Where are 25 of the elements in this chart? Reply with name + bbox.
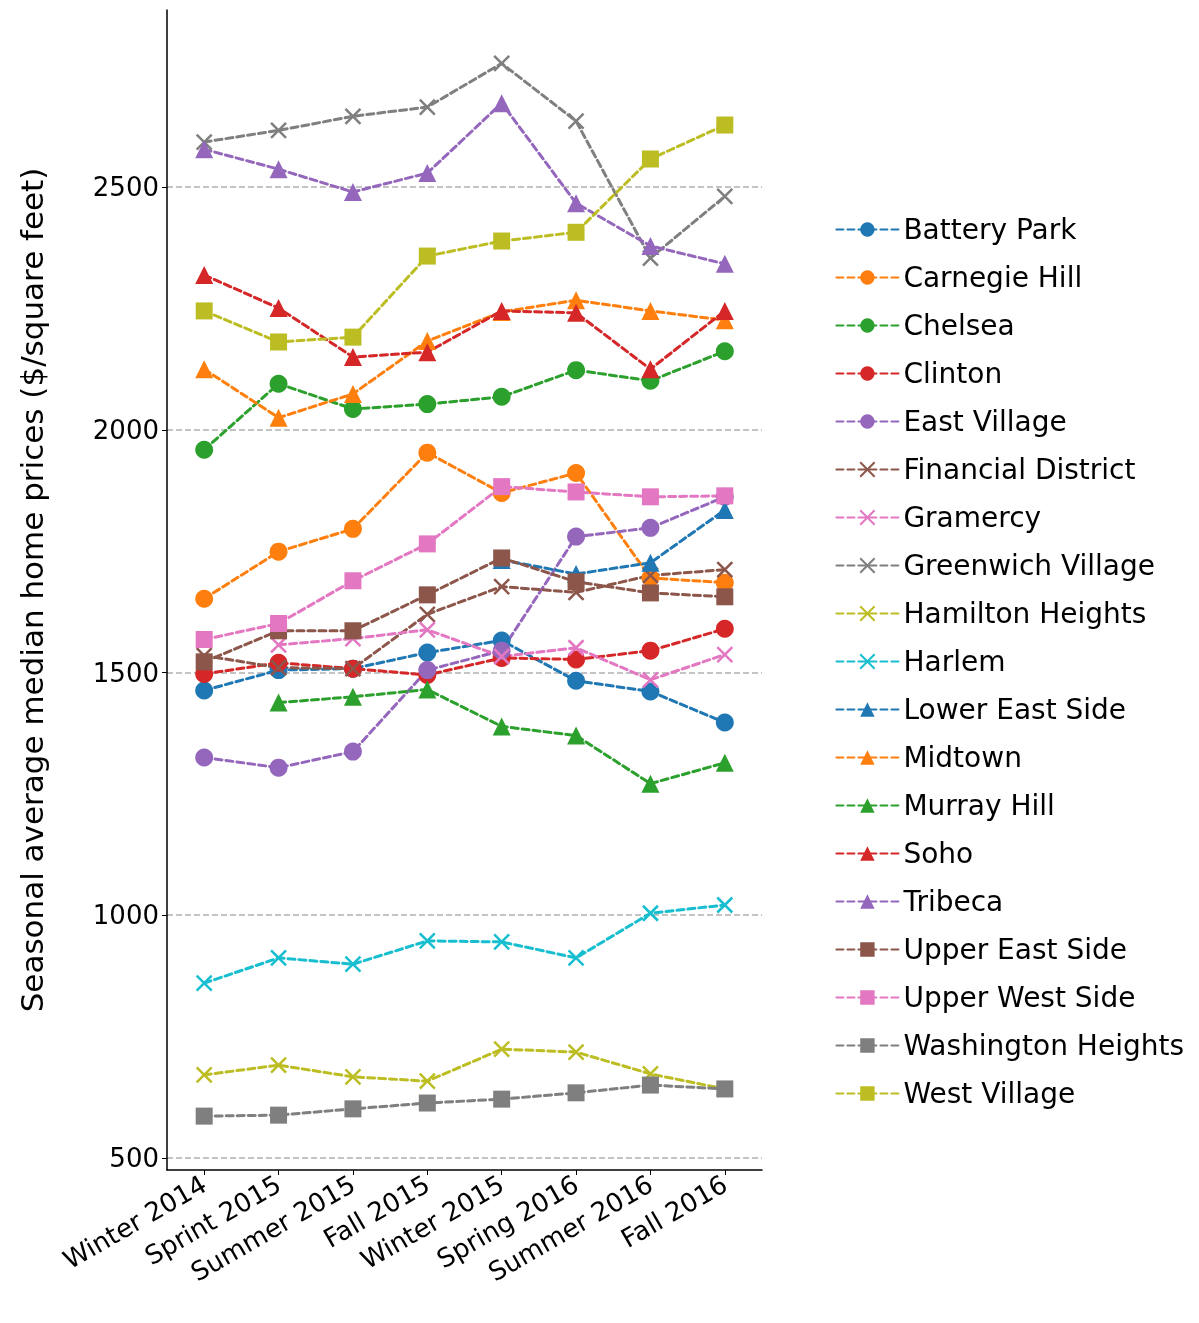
legend-label: Gramercy	[903, 501, 1042, 534]
legend-label: Clinton	[903, 357, 1003, 390]
y-axis-title: Seasonal average median home prices ($/square feet)	[13, 167, 50, 1013]
legend-label: Lower East Side	[903, 693, 1127, 726]
legend-label: East Village	[903, 405, 1067, 438]
legend-label: Midtown	[903, 741, 1022, 774]
legend-label: Washington Heights	[903, 1029, 1185, 1062]
legend-label: Hamilton Heights	[903, 597, 1147, 630]
legend-label: Upper East Side	[903, 933, 1127, 966]
legend-label: Murray Hill	[903, 789, 1055, 822]
legend-label: Financial District	[903, 453, 1136, 486]
legend-label: Tribeca	[902, 885, 1004, 918]
y-tick-label: 1500	[92, 657, 159, 688]
y-tick-label: 1000	[92, 900, 159, 931]
y-tick-label: 500	[109, 1142, 159, 1173]
legend-label: Battery Park	[903, 213, 1078, 246]
legend-label: Upper West Side	[903, 981, 1136, 1014]
y-tick-label: 2000	[92, 414, 159, 445]
legend-label: Chelsea	[903, 309, 1015, 342]
legend-label: Harlem	[903, 645, 1006, 678]
legend-label: Soho	[903, 837, 974, 870]
legend-label: West Village	[903, 1077, 1076, 1110]
y-tick-label: 2500	[92, 172, 159, 203]
legend-label: Carnegie Hill	[903, 261, 1083, 294]
legend-label: Greenwich Village	[903, 549, 1155, 582]
